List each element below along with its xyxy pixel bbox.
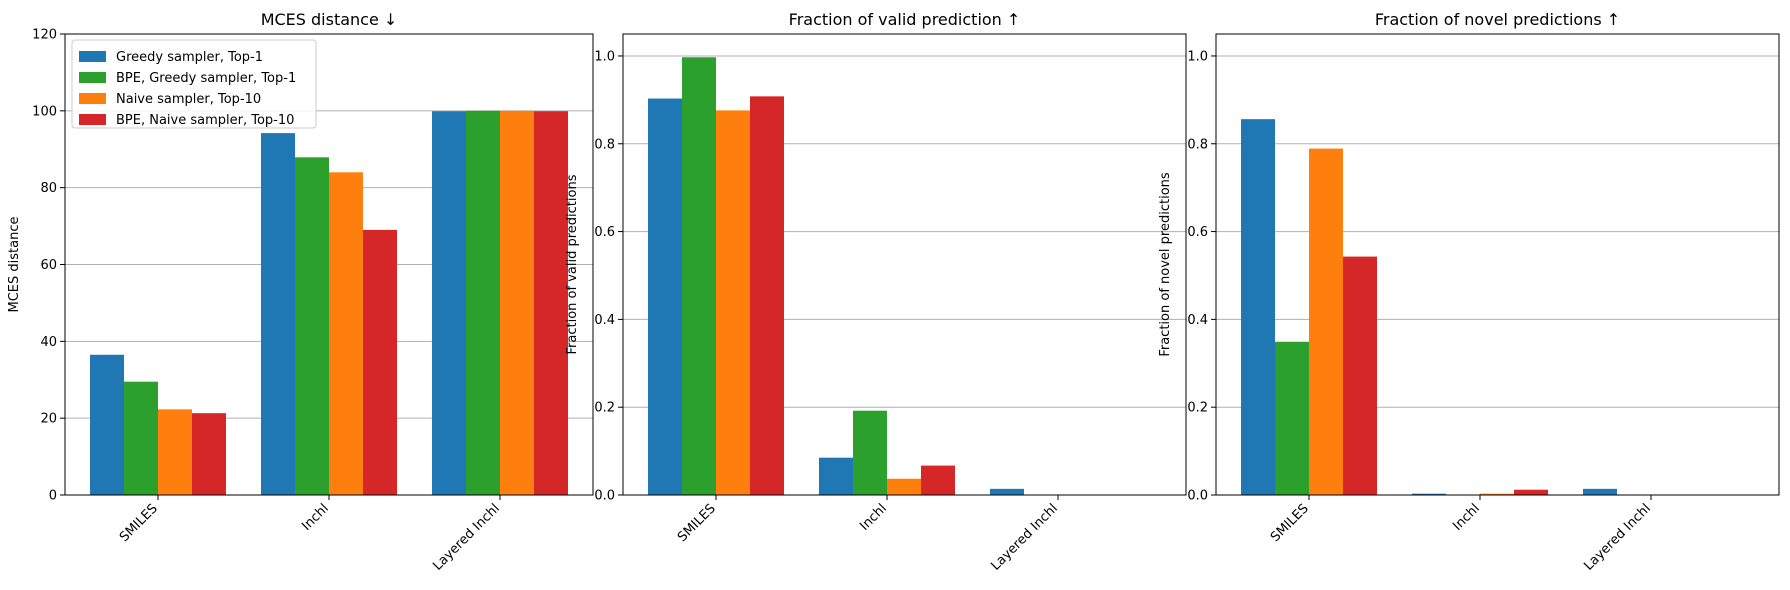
bar bbox=[682, 57, 716, 495]
legend-box bbox=[71, 39, 317, 129]
chart-title: MCES distance ↓ bbox=[261, 10, 398, 29]
y-axis-label: Fraction of novel predictions bbox=[1158, 172, 1173, 357]
bar bbox=[716, 110, 750, 495]
y-tick-label: 0.4 bbox=[594, 313, 615, 328]
axes-frame bbox=[1215, 33, 1780, 496]
x-tick-label: Inchl bbox=[299, 501, 332, 534]
y-axis-label: Fraction of valid predictions bbox=[565, 174, 580, 354]
bar bbox=[192, 413, 226, 495]
y-tick-label: 60 bbox=[40, 258, 57, 273]
bar bbox=[158, 409, 192, 495]
bar bbox=[432, 111, 466, 495]
bar bbox=[750, 96, 784, 496]
legend-label: BPE, Greedy sampler, Top-1 bbox=[116, 71, 296, 86]
x-tick-label: SMILES bbox=[675, 501, 719, 545]
bar bbox=[1343, 256, 1377, 495]
legend-swatch bbox=[79, 51, 106, 62]
bar bbox=[295, 157, 329, 495]
legend-swatch bbox=[79, 72, 106, 83]
bar bbox=[466, 110, 500, 495]
bar bbox=[261, 133, 295, 496]
bar bbox=[1241, 119, 1275, 496]
bar bbox=[990, 488, 1024, 495]
y-tick-label: 40 bbox=[40, 335, 57, 350]
y-axis-label: MCES distance bbox=[7, 217, 22, 313]
legend-swatch bbox=[79, 93, 106, 104]
chart-panel-3: 0.0 0.2 0.4 0.6 0.8 1.0 SMILES Inchl Layered Inc… bbox=[1158, 10, 1780, 574]
legend-label: BPE, Naive sampler, Top-10 bbox=[116, 113, 294, 128]
y-tick-label: 120 bbox=[32, 28, 57, 43]
x-tick-label: SMILES bbox=[1268, 501, 1312, 545]
y-tick-label: 100 bbox=[32, 104, 57, 119]
legend-swatch bbox=[79, 114, 106, 125]
legend-label: Greedy sampler, Top-1 bbox=[116, 50, 263, 65]
bar bbox=[1583, 488, 1617, 495]
bar bbox=[648, 98, 682, 495]
bar bbox=[1480, 493, 1514, 495]
y-tick-label: 0.0 bbox=[1187, 489, 1208, 504]
chart-title: Fraction of valid prediction ↑ bbox=[789, 10, 1021, 29]
chart-panel-1: 0 20 40 60 80 100 120 SMILES Inchl Layered Inchl M… bbox=[7, 10, 594, 574]
y-tick-label: 1.0 bbox=[1187, 49, 1208, 64]
x-tick-label: Layered Inchl bbox=[1581, 501, 1653, 573]
y-tick-label: 20 bbox=[40, 412, 57, 427]
y-tick-label: 0.4 bbox=[1187, 313, 1208, 328]
y-tick-label: 0.2 bbox=[594, 401, 615, 416]
x-tick-label: Inchl bbox=[1450, 501, 1483, 534]
bar bbox=[1514, 489, 1548, 495]
y-tick-label: 0.8 bbox=[594, 137, 615, 152]
chart-panel-2: 0.0 0.2 0.4 0.6 0.8 1.0 SMILES Inchl Layered Inc… bbox=[565, 10, 1187, 574]
bar bbox=[90, 354, 124, 495]
bar bbox=[887, 478, 921, 495]
x-tick-label: Layered Inchl bbox=[430, 501, 502, 573]
y-tick-label: 1.0 bbox=[594, 49, 615, 64]
y-tick-label: 0.6 bbox=[1187, 225, 1208, 240]
x-tick-label: Inchl bbox=[857, 501, 890, 534]
y-tick-label: 80 bbox=[40, 181, 57, 196]
y-tick-label: 0.6 bbox=[594, 225, 615, 240]
y-tick-label: 0 bbox=[49, 489, 57, 504]
bar bbox=[921, 465, 955, 495]
bar bbox=[329, 172, 363, 496]
y-tick-label: 0.2 bbox=[1187, 401, 1208, 416]
bar bbox=[500, 110, 534, 495]
bar bbox=[1309, 148, 1343, 495]
legend-label: Naive sampler, Top-10 bbox=[116, 92, 261, 107]
bar bbox=[1412, 493, 1446, 495]
bar bbox=[534, 111, 568, 495]
x-tick-label: SMILES bbox=[117, 501, 161, 545]
bar bbox=[124, 381, 158, 495]
bar bbox=[363, 229, 397, 496]
axes-frame bbox=[622, 33, 1187, 496]
y-tick-label: 0.8 bbox=[1187, 137, 1208, 152]
y-tick-label: 0.0 bbox=[594, 489, 615, 504]
chart-title: Fraction of novel predictions ↑ bbox=[1375, 10, 1620, 29]
bar bbox=[853, 410, 887, 495]
chart-panels: 0 20 40 60 80 100 120 SMILES Inchl Layered Inchl M… bbox=[7, 10, 1780, 574]
bar bbox=[819, 457, 853, 495]
bar bbox=[1275, 341, 1309, 495]
x-tick-label: Layered Inchl bbox=[988, 501, 1060, 573]
legend: Greedy sampler, Top-1 BPE, Greedy sampler… bbox=[71, 39, 317, 129]
